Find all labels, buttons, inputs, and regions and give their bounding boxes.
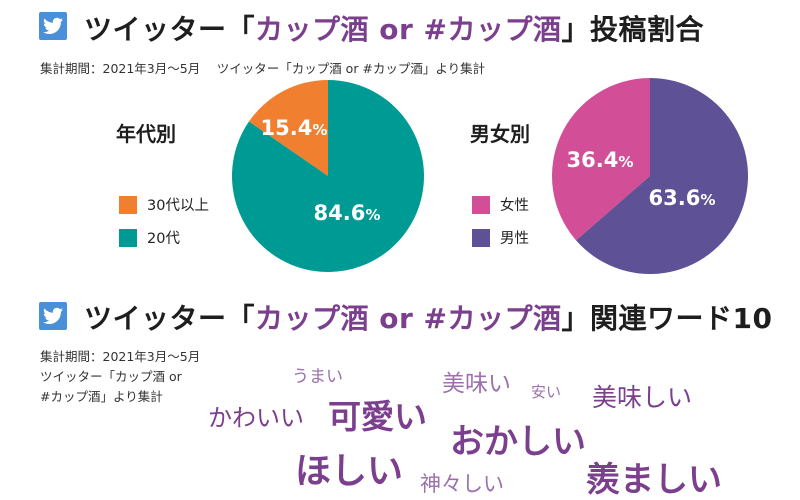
- title-suffix: 」投稿割合: [561, 13, 705, 46]
- title-suffix: 」関連ワード10: [561, 302, 773, 335]
- legend-swatch-orange: [119, 195, 137, 214]
- pie-data-label: 36.4%: [567, 148, 634, 172]
- collection-period-line1: 集計期間：2021年3月〜5月: [40, 349, 201, 364]
- pie-slice-1: [232, 80, 424, 272]
- pie-slice-0: [248, 80, 328, 176]
- word-cloud-term: 神々しい: [420, 472, 504, 496]
- pie-data-label: 84.6%: [314, 201, 381, 225]
- word-cloud-term: 羨ましい: [586, 460, 722, 500]
- word-cloud-term: おかしい: [450, 422, 586, 462]
- word-cloud-term: うまい: [292, 367, 343, 387]
- word-cloud-term: 安い: [531, 383, 562, 401]
- legend-swatch-pink: [472, 195, 490, 214]
- word-cloud-term: かわいい: [208, 404, 304, 432]
- collection-period-line2: ツイッター「カップ酒 or: [40, 369, 182, 384]
- legend-swatch-purple: [472, 228, 490, 247]
- title-prefix: ツイッター「: [84, 13, 256, 46]
- word-cloud-term: ほしい: [295, 451, 404, 492]
- word-cloud-term: 美味い: [442, 371, 511, 397]
- legend-label: 女性: [500, 198, 529, 214]
- gender-chart-title: 男女別: [470, 122, 530, 146]
- legend-label: 男性: [500, 231, 529, 247]
- age-pie-chart: 15.4% 84.6%: [232, 80, 424, 272]
- title-keyword: カップ酒 or #カップ酒: [255, 302, 562, 335]
- legend-item-20s: 20代: [119, 227, 180, 248]
- collection-period-note: 集計期間：2021年3月〜5月 ツイッター「カップ酒 or #カップ酒」より集計: [40, 61, 486, 76]
- legend-label: 30代以上: [147, 198, 209, 214]
- twitter-bird-icon: [39, 302, 67, 330]
- word-cloud-term: 美味しい: [592, 383, 693, 412]
- pie-slice-1: [576, 78, 748, 274]
- gender-pie-chart: 36.4% 63.6%: [552, 78, 748, 274]
- legend-label: 20代: [147, 231, 180, 247]
- legend-item-30s-plus: 30代以上: [119, 194, 209, 215]
- pie-data-label: 63.6%: [649, 186, 716, 210]
- legend-item-male: 男性: [472, 227, 529, 248]
- title-prefix: ツイッター「: [84, 302, 256, 335]
- age-chart-title: 年代別: [116, 122, 176, 146]
- section-title-post-ratio: ツイッター「カップ酒 or #カップ酒」投稿割合: [84, 8, 704, 48]
- legend-swatch-teal: [119, 228, 137, 247]
- title-keyword: カップ酒 or #カップ酒: [255, 13, 562, 46]
- pie-slice-0: [552, 78, 650, 241]
- collection-period-line3: #カップ酒」より集計: [40, 389, 163, 404]
- word-cloud-term: 可愛い: [328, 397, 427, 436]
- legend-item-female: 女性: [472, 194, 529, 215]
- pie-data-label: 15.4%: [261, 116, 328, 140]
- twitter-bird-icon: [39, 12, 67, 40]
- section-title-related-words: ツイッター「カップ酒 or #カップ酒」関連ワード10: [84, 297, 773, 337]
